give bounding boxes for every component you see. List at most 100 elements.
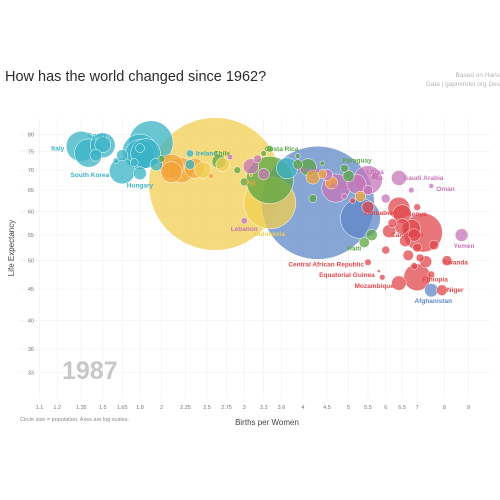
x-tick-label: 4	[301, 405, 304, 411]
country-label: Spain	[88, 132, 106, 139]
country-bubble	[381, 245, 390, 255]
y-tick-label: 45	[28, 287, 34, 293]
country-bubble	[292, 159, 303, 170]
x-tick-label: 1.8	[136, 405, 144, 411]
country-bubble	[233, 166, 242, 174]
country-bubble	[381, 193, 391, 204]
country-bubble	[253, 154, 262, 164]
country-bubble	[407, 228, 421, 242]
country-bubble	[379, 274, 386, 281]
country-label: Ireland	[196, 150, 217, 157]
country-label: South Korea	[71, 172, 110, 179]
x-tick-label: 2	[160, 405, 163, 411]
country-label: Haiti	[347, 245, 361, 252]
country-bubble	[215, 157, 230, 172]
country-label: Yemen	[454, 243, 475, 250]
y-tick-label: 70	[28, 168, 34, 174]
country-bubble	[239, 177, 249, 187]
country-bubble	[428, 183, 435, 189]
country-bubble	[454, 228, 469, 242]
x-tick-label: 1.5	[99, 405, 107, 411]
country-bubble	[387, 218, 398, 228]
x-tick-label: 5.5	[364, 405, 372, 411]
country-label: Lebanon	[231, 226, 258, 233]
country-bubble	[361, 200, 375, 214]
country-bubble	[342, 170, 355, 182]
country-bubble	[227, 154, 234, 161]
x-axis-ticks: 1.1 1.2 1.35 1.5 1.65 1.8 2 2.25 2.5 2.75 3 3.3 3.6 4…	[36, 405, 470, 411]
country-bubble	[184, 159, 196, 170]
bubble-layer	[65, 117, 469, 298]
country-label: Costa Rica	[265, 146, 299, 153]
x-tick-label: 3.6	[278, 405, 286, 411]
country-bubble	[354, 190, 366, 202]
country-label: Cameroon	[391, 232, 423, 239]
chart-title: How has the world changed since 1962?	[5, 69, 267, 85]
x-tick-label: 4.5	[323, 405, 331, 411]
country-bubble	[308, 194, 318, 203]
country-bubble	[371, 171, 380, 181]
country-bubble	[135, 143, 145, 153]
y-tick-label: 40	[28, 319, 34, 325]
y-tick-label: 75	[28, 150, 34, 156]
x-tick-label: 1.35	[76, 405, 87, 411]
country-bubble	[408, 187, 415, 194]
country-bubble	[358, 237, 370, 248]
footnote: Circle size = population. Axes are log s…	[20, 417, 129, 423]
country-bubble	[410, 262, 418, 270]
country-label: Ethiopia	[422, 276, 448, 283]
country-bubble	[129, 158, 139, 167]
country-bubble	[349, 197, 356, 204]
country-bubble	[412, 242, 422, 253]
y-tick-label: 33	[28, 370, 34, 376]
x-tick-label: 5	[347, 405, 350, 411]
y-tick-label: 80	[28, 132, 34, 138]
x-tick-label: 1.65	[117, 405, 128, 411]
country-bubble	[319, 160, 326, 167]
country-label: Rwanda	[443, 260, 468, 267]
country-label: Iran	[371, 175, 383, 182]
country-bubble	[341, 193, 348, 200]
country-label: Saudi Arabia	[404, 175, 444, 182]
country-bubble	[399, 235, 412, 247]
country-bubble	[240, 217, 248, 225]
country-bubble	[391, 275, 407, 291]
x-tick-label: 6	[384, 405, 387, 411]
x-tick-label: 1.2	[53, 405, 61, 411]
x-tick-label: 2.75	[221, 405, 232, 411]
country-label: Hungary	[127, 182, 154, 189]
x-tick-label: 6.5	[398, 405, 406, 411]
country-bubble	[428, 239, 440, 251]
country-label: Paraguay	[342, 157, 372, 164]
x-tick-label: 9	[467, 405, 470, 411]
x-tick-label: 1.1	[36, 405, 44, 411]
country-bubble	[260, 150, 267, 157]
x-tick-label: 2.25	[180, 405, 191, 411]
country-label: Italy	[51, 145, 64, 152]
country-bubble	[266, 145, 274, 153]
x-tick-label: 7	[416, 405, 419, 411]
country-label: Equatorial Guinea	[319, 272, 375, 279]
country-label: Niger	[447, 287, 464, 294]
y-tick-label: 65	[28, 188, 34, 194]
country-bubble	[186, 149, 195, 158]
country-bubble	[317, 169, 328, 179]
x-tick-label: 8	[443, 405, 446, 411]
y-tick-label: 55	[28, 233, 34, 239]
country-bubble	[436, 284, 448, 296]
y-axis-ticks: 80 75 70 65 60 55 50 45 40 36 33	[28, 132, 34, 376]
country-bubble	[116, 149, 129, 162]
country-bubble	[157, 155, 166, 163]
y-tick-label: 36	[28, 347, 34, 353]
country-bubble	[415, 253, 425, 263]
country-bubble	[441, 255, 453, 266]
y-axis-label: Life Expectancy	[7, 220, 16, 276]
x-tick-label: 3	[243, 405, 246, 411]
country-label-layer: Spain Italy South Korea Hungary IrelandChile…	[51, 132, 474, 305]
country-bubble	[133, 166, 147, 181]
country-bubble	[427, 270, 435, 279]
country-bubble	[402, 249, 414, 261]
country-bubble	[413, 203, 421, 211]
data-source-line: Data | gapminder.org Des	[426, 81, 500, 88]
